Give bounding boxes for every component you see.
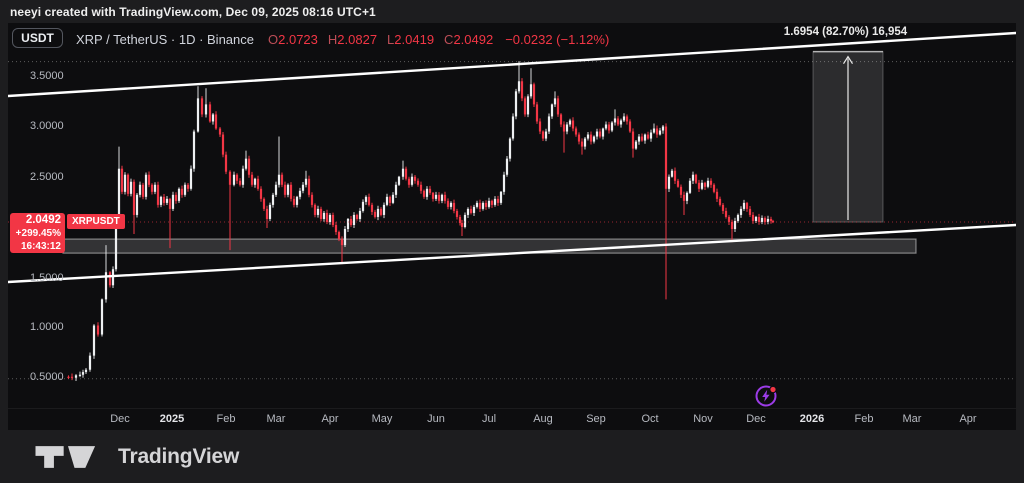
ohlc-change: −0.0232 (−1.12%) (505, 31, 610, 47)
time-axis-label: Apr (959, 413, 977, 425)
ohlc-open: O2.0723 (268, 31, 318, 47)
events-lightning-button[interactable] (754, 384, 778, 408)
time-axis-separator (8, 408, 1016, 409)
price-axis-label: 1.5000 (30, 272, 64, 284)
price-axis-label: 2.5000 (30, 171, 64, 183)
symbol-description[interactable]: XRP / TetherUS · 1D · Binance (76, 31, 254, 47)
time-axis-label: Nov (693, 413, 713, 425)
time-axis-label: Apr (321, 413, 339, 425)
watermark-attribution: neeyi created with TradingView.com, Dec … (10, 5, 376, 19)
time-axis-label: Mar (902, 413, 922, 425)
time-axis-label: Aug (533, 413, 553, 425)
time-axis-label: Oct (641, 413, 659, 425)
notification-dot (769, 385, 777, 394)
ticker-badge: XRPUSDT (67, 214, 125, 229)
symbol-legend: XRP / TetherUS · 1D · Binance O2.0723 H2… (76, 30, 609, 48)
lightning-icon (755, 385, 777, 407)
ohlc-low: L2.0419 (387, 31, 435, 47)
price-axis-label: 1.0000 (30, 321, 64, 333)
lower-trendline[interactable] (8, 223, 1016, 284)
change-percent: +299.45% (15, 227, 61, 239)
tradingview-logo-icon (35, 446, 96, 468)
time-axis-label: Jun (427, 413, 445, 425)
price-axis-label: 3.0000 (30, 120, 64, 132)
projection-arrow-head (842, 55, 854, 64)
candlestick-series (67, 61, 775, 381)
price-axis-label: 0.5000 (30, 371, 64, 383)
time-axis-label: Dec (110, 413, 130, 425)
time-axis-label: 2026 (799, 413, 825, 425)
tradingview-logo[interactable]: TradingView (32, 444, 239, 470)
ohlc-close: C2.0492 (444, 31, 494, 47)
current-price-value: 2.0492 (25, 213, 61, 226)
upper-trendline[interactable] (8, 31, 1016, 98)
bar-countdown: 16:43:12 (20, 240, 61, 252)
time-axis-label: 2025 (159, 413, 185, 425)
price-chart-canvas[interactable] (8, 23, 1016, 430)
time-axis-label: May (371, 413, 393, 425)
price-axis-label: 3.5000 (30, 70, 64, 82)
ohlc-high: H2.0827 (327, 31, 378, 47)
time-axis-label: Sep (586, 413, 606, 425)
time-axis-label: Feb (216, 413, 236, 425)
currency-toggle-button[interactable]: USDT (12, 28, 63, 48)
time-axis-label: Jul (481, 413, 497, 425)
current-price-label: 2.0492 +299.45% 16:43:12 (10, 213, 65, 253)
support-zone-rectangle[interactable] (62, 238, 917, 254)
time-axis-label: Feb (854, 413, 874, 425)
time-axis-label: Mar (266, 413, 286, 425)
tradingview-logo-text: TradingView (118, 445, 240, 468)
time-axis-label: Dec (746, 413, 766, 425)
position-target-label: 1.6954 (82.70%) 16,954 (783, 26, 908, 38)
